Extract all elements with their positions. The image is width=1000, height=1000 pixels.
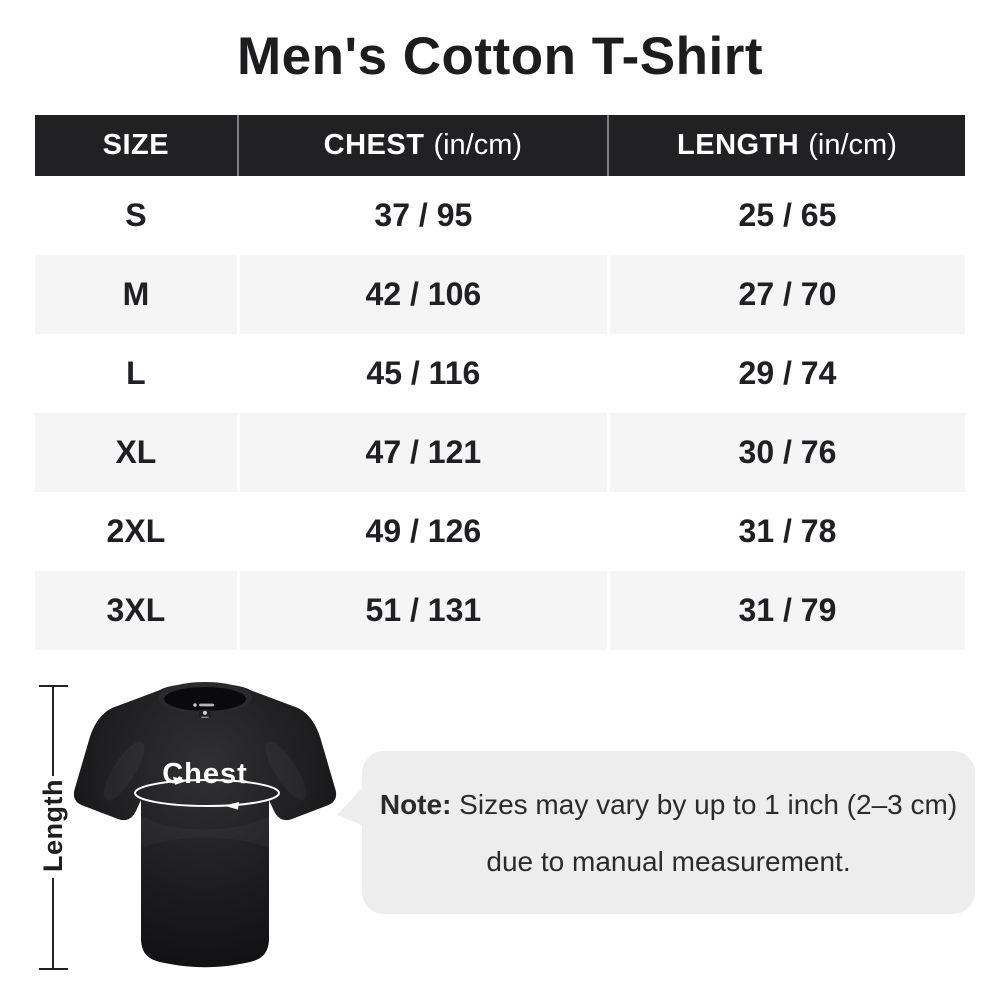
collar-label-logo [202,710,208,715]
table-row: 2XL 49 / 126 31 / 78 [35,492,965,571]
chest-value: 42 / 106 [236,255,607,334]
chest-arrowhead-right [173,776,188,785]
size-table: SIZE CHEST (in/cm) LENGTH (in/cm) S 37 /… [35,115,965,650]
size-value: S [125,197,147,233]
length-dimension-line-upper [52,687,54,776]
chest-arrowhead-left [224,802,239,810]
header-chest: CHEST (in/cm) [236,115,607,176]
page-title: Men's Cotton T-Shirt [236,27,764,86]
header-chest-label: CHEST [323,129,425,161]
tshirt-body [73,683,337,968]
collar-opening [164,687,246,711]
note-line-1: Note: Sizes may vary by up to 1 inch (2–… [380,776,957,833]
header-length: LENGTH (in/cm) [606,115,965,176]
length-value: 31 / 79 [606,571,965,650]
collar-brand-text [199,703,214,707]
note-prefix: Note: [379,788,452,820]
length-value: 25 / 65 [606,176,965,255]
table-row: XL 47 / 121 30 / 76 [35,413,965,492]
header-length-label: LENGTH [677,129,800,161]
length-dimension-line-lower [52,878,54,968]
chest-value: 49 / 126 [236,492,607,571]
collar-brand-dot [193,703,197,707]
header-size-label: SIZE [102,129,170,161]
note-bubble: Note: Sizes may vary by up to 1 inch (2–… [362,751,975,914]
table-row: 3XL 51 / 131 31 / 79 [35,571,965,650]
table-row: L 45 / 116 29 / 74 [35,334,965,413]
size-value: 2XL [106,513,166,549]
length-dimension-cap-bottom [39,968,68,970]
header-size: SIZE [35,115,237,176]
header-chest-unit: (in/cm) [433,129,523,161]
size-value: 3XL [106,592,166,628]
note-line-2: due to manual measurement. [486,845,851,877]
collar-label-line [201,716,209,718]
size-value: M [122,276,150,312]
table-header-row: SIZE CHEST (in/cm) LENGTH (in/cm) [35,115,965,176]
sleeve-highlight-left [103,741,145,801]
chest-measure-ellipse [134,779,280,807]
length-value: 30 / 76 [606,413,965,492]
header-length-unit: (in/cm) [808,129,897,161]
size-value: XL [115,434,157,470]
length-dimension-cap-top [39,685,68,687]
length-value: 29 / 74 [606,334,965,413]
tshirt-image: Chest [73,682,337,968]
chest-label: Chest [162,758,248,790]
length-value: 31 / 78 [606,492,965,571]
table-row: S 37 / 95 25 / 65 [35,176,965,255]
chest-value: 51 / 131 [236,571,607,650]
size-value: L [126,355,146,391]
note-text-1: Sizes may vary by up to 1 inch (2–3 cm) [451,788,958,820]
chest-value: 37 / 95 [236,176,607,255]
chest-value: 47 / 121 [236,413,607,492]
sleeve-highlight-right [265,741,307,801]
length-value: 27 / 70 [606,255,965,334]
chest-value: 45 / 116 [236,334,607,413]
table-row: M 42 / 106 27 / 70 [35,255,965,334]
